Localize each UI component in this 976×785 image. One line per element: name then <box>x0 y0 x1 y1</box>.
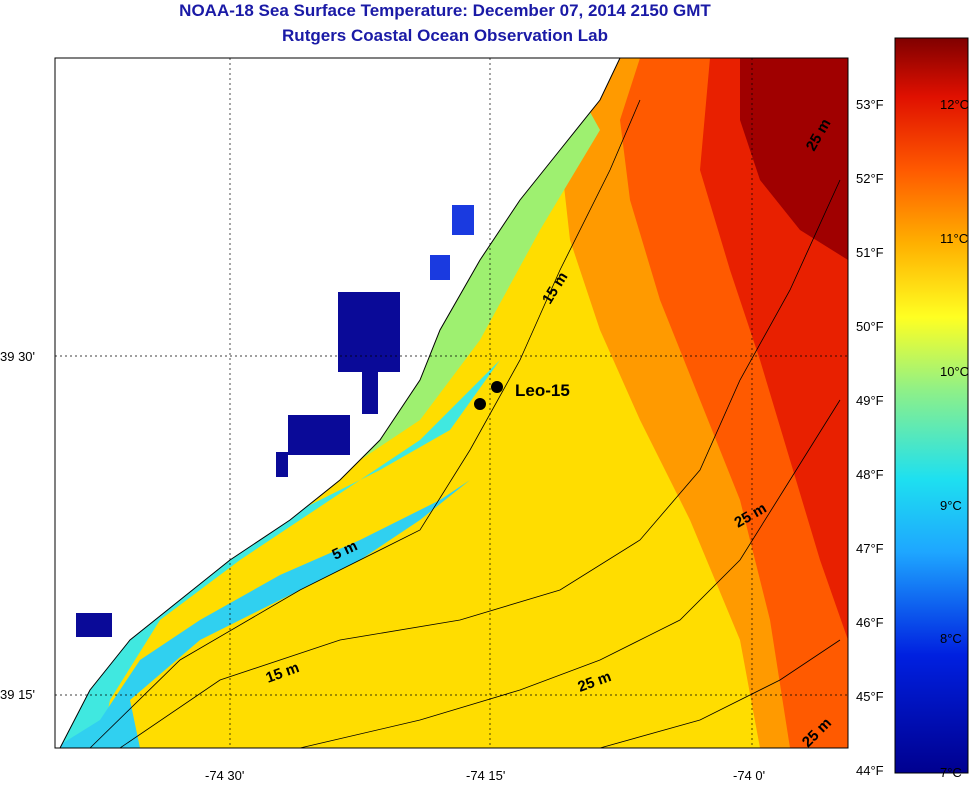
lon-label: -74 0' <box>733 768 766 783</box>
colorbar-f-label: 45°F <box>856 689 884 704</box>
sst-raster <box>55 58 848 748</box>
colorbar-f-label: 51°F <box>856 245 884 260</box>
station-marker <box>474 398 486 410</box>
colorbar <box>894 37 969 774</box>
station-marker <box>491 381 503 393</box>
station-label: Leo-15 <box>515 381 570 400</box>
colorbar-c-label: 8°C <box>940 631 962 646</box>
colorbar-f-label: 44°F <box>856 763 884 778</box>
colorbar-f-label: 48°F <box>856 467 884 482</box>
colorbar-c-label: 10°C <box>940 364 970 379</box>
colorbar-c-label: 9°C <box>940 498 962 513</box>
colorbar-f-label: 52°F <box>856 171 884 186</box>
colorbar-c-label: 12°C <box>940 97 970 112</box>
colorbar-c-label: 7°C <box>940 765 962 780</box>
lon-label: -74 15' <box>466 768 506 783</box>
colorbar-f-label: 49°F <box>856 393 884 408</box>
colorbar-c-label: 11°C <box>940 231 969 246</box>
map-subtitle: Rutgers Coastal Ocean Observation Lab <box>282 26 608 45</box>
colorbar-f-label: 53°F <box>856 97 884 112</box>
lon-label: -74 30' <box>205 768 245 783</box>
map-title: NOAA-18 Sea Surface Temperature: Decembe… <box>179 1 711 20</box>
colorbar-f-label: 47°F <box>856 541 884 556</box>
lat-label: 39 30' <box>0 349 36 364</box>
map-frame <box>54 57 849 749</box>
lat-label: 39 15' <box>0 687 36 702</box>
colorbar-f-label: 46°F <box>856 615 884 630</box>
colorbar-f-label: 50°F <box>856 319 884 334</box>
graticule <box>55 58 848 748</box>
